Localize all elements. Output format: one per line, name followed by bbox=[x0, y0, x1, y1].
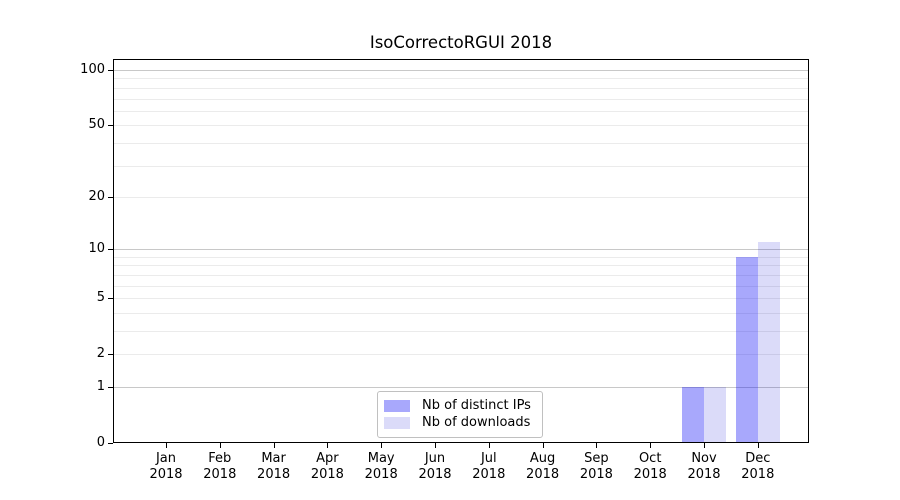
y-gridline-minor bbox=[114, 256, 808, 258]
y-tick bbox=[108, 249, 113, 251]
y-gridline-minor bbox=[114, 125, 808, 127]
y-gridline-minor bbox=[114, 331, 808, 332]
x-tick-label-year: 2018 bbox=[472, 467, 506, 482]
x-tick-label-year: 2018 bbox=[579, 467, 613, 482]
legend-item-distinct-ips: Nb of distinct IPs bbox=[384, 397, 534, 415]
x-tick-label-year: 2018 bbox=[364, 467, 398, 482]
y-tick bbox=[108, 298, 113, 300]
y-tick bbox=[108, 70, 113, 71]
chart-title: IsoCorrectoRGUI 2018 bbox=[369, 33, 553, 52]
x-tick-label-month: Aug bbox=[529, 451, 556, 466]
x-tick-label-month: Nov bbox=[691, 451, 717, 466]
y-tick-label: 2 bbox=[96, 346, 105, 362]
y-gridline-minor bbox=[114, 98, 808, 100]
y-tick-label: 100 bbox=[80, 62, 105, 77]
y-tick-label: 5 bbox=[96, 290, 105, 306]
x-tick bbox=[166, 443, 167, 448]
x-tick-label-month: Oct bbox=[638, 451, 662, 466]
y-gridline-minor bbox=[114, 142, 808, 144]
y-gridline-minor bbox=[114, 165, 808, 167]
x-tick bbox=[327, 443, 329, 448]
y-tick-label: 50 bbox=[88, 117, 105, 133]
legend: Nb of distinct IPs Nb of downloads bbox=[377, 391, 543, 438]
x-tick-label-month: Feb bbox=[208, 451, 232, 466]
y-gridline-minor bbox=[114, 354, 808, 356]
x-tick-label-year: 2018 bbox=[203, 467, 237, 482]
x-tick bbox=[488, 443, 490, 448]
y-tick bbox=[108, 196, 113, 198]
x-tick-label-year: 2018 bbox=[526, 467, 560, 482]
y-tick bbox=[108, 125, 113, 127]
y-tick bbox=[108, 354, 113, 356]
x-tick-label-month: May bbox=[367, 451, 395, 466]
x-tick bbox=[596, 443, 598, 448]
x-tick bbox=[542, 443, 544, 448]
x-tick-label-month: Dec bbox=[745, 451, 771, 466]
y-tick-label: 0 bbox=[96, 435, 105, 450]
y-tick bbox=[108, 387, 113, 388]
bar-dec-series1 bbox=[757, 242, 780, 443]
bar-dec-series0 bbox=[736, 256, 758, 443]
legend-label-distinct-ips: Nb of distinct IPs bbox=[422, 397, 531, 413]
y-tick-label: 20 bbox=[88, 188, 105, 204]
legend-swatch-distinct-ips-icon bbox=[384, 399, 410, 412]
x-tick bbox=[381, 443, 383, 448]
y-gridline-minor bbox=[114, 285, 808, 287]
x-tick-label-year: 2018 bbox=[633, 467, 667, 482]
y-tick-label: 1 bbox=[96, 379, 105, 394]
x-tick-label-year: 2018 bbox=[687, 467, 721, 482]
x-tick bbox=[704, 443, 705, 448]
x-tick bbox=[650, 443, 652, 448]
y-gridline-minor bbox=[114, 312, 808, 314]
x-tick-label-year: 2018 bbox=[418, 467, 452, 482]
x-tick-label-year: 2018 bbox=[741, 467, 775, 482]
y-tick-label: 10 bbox=[88, 241, 105, 257]
y-gridline-minor bbox=[114, 298, 808, 300]
x-tick-label-month: Mar bbox=[261, 451, 286, 466]
x-tick-label-month: Jan bbox=[155, 451, 177, 466]
bar-nov-series1 bbox=[704, 387, 726, 443]
y-gridline-major bbox=[114, 249, 808, 251]
x-tick-label-month: Apr bbox=[316, 451, 339, 466]
x-tick-label-month: Jun bbox=[424, 451, 446, 466]
x-tick bbox=[219, 443, 221, 448]
y-gridline-minor bbox=[114, 78, 808, 80]
legend-label-downloads: Nb of downloads bbox=[422, 415, 531, 431]
y-gridline-minor bbox=[114, 87, 808, 89]
legend-item-downloads: Nb of downloads bbox=[384, 415, 534, 433]
bar-nov-series0 bbox=[682, 387, 704, 443]
y-gridline-minor bbox=[114, 265, 808, 267]
y-gridline-major bbox=[114, 387, 808, 388]
x-tick-label-year: 2018 bbox=[257, 467, 291, 482]
y-gridline-major bbox=[114, 70, 808, 71]
x-tick bbox=[273, 443, 275, 448]
x-tick-label-month: Jul bbox=[480, 451, 497, 466]
y-tick bbox=[108, 443, 113, 444]
legend-swatch-downloads-icon bbox=[384, 417, 410, 430]
x-tick bbox=[757, 443, 759, 448]
x-tick-label-year: 2018 bbox=[149, 467, 183, 482]
x-tick-label-year: 2018 bbox=[310, 467, 344, 482]
x-tick bbox=[435, 443, 436, 448]
y-gridline-minor bbox=[114, 110, 808, 112]
y-gridline-minor bbox=[114, 274, 808, 276]
x-tick-label-month: Sep bbox=[584, 451, 609, 466]
y-gridline-minor bbox=[114, 196, 808, 198]
